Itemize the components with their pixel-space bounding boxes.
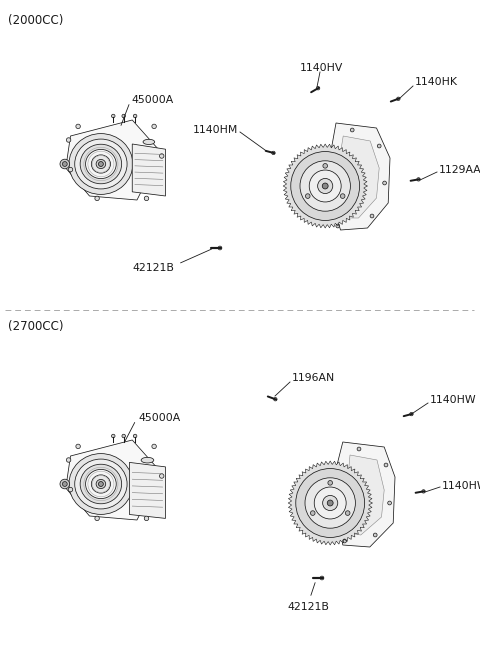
Circle shape bbox=[159, 474, 164, 478]
Circle shape bbox=[66, 458, 71, 462]
Circle shape bbox=[377, 144, 381, 148]
Circle shape bbox=[345, 511, 350, 516]
Circle shape bbox=[133, 114, 137, 118]
Ellipse shape bbox=[85, 470, 116, 499]
Circle shape bbox=[316, 87, 320, 90]
Circle shape bbox=[396, 97, 400, 100]
Ellipse shape bbox=[91, 155, 110, 173]
Text: (2000CC): (2000CC) bbox=[8, 14, 63, 27]
Circle shape bbox=[323, 495, 338, 510]
Circle shape bbox=[62, 161, 67, 167]
Circle shape bbox=[318, 178, 333, 194]
Circle shape bbox=[111, 434, 115, 438]
Circle shape bbox=[311, 511, 315, 516]
Circle shape bbox=[309, 170, 341, 202]
Polygon shape bbox=[288, 461, 372, 545]
Circle shape bbox=[152, 124, 156, 129]
Text: 45000A: 45000A bbox=[138, 413, 180, 423]
Circle shape bbox=[122, 434, 125, 438]
Circle shape bbox=[383, 181, 386, 185]
Circle shape bbox=[98, 482, 103, 487]
Circle shape bbox=[305, 478, 355, 528]
Circle shape bbox=[350, 128, 354, 132]
Circle shape bbox=[152, 444, 156, 449]
Polygon shape bbox=[346, 455, 384, 535]
Circle shape bbox=[66, 138, 71, 142]
Polygon shape bbox=[283, 144, 367, 228]
Polygon shape bbox=[132, 144, 166, 196]
Text: 1129AA: 1129AA bbox=[439, 165, 480, 175]
Ellipse shape bbox=[91, 475, 110, 493]
Circle shape bbox=[122, 114, 125, 118]
Ellipse shape bbox=[75, 139, 127, 189]
Circle shape bbox=[296, 468, 365, 537]
Circle shape bbox=[68, 487, 73, 492]
Polygon shape bbox=[332, 123, 390, 230]
Circle shape bbox=[300, 161, 350, 211]
Circle shape bbox=[320, 576, 324, 580]
Text: 1140HV: 1140HV bbox=[300, 63, 343, 73]
Circle shape bbox=[370, 214, 374, 218]
Circle shape bbox=[373, 533, 377, 537]
Ellipse shape bbox=[80, 144, 121, 184]
Circle shape bbox=[95, 196, 99, 201]
Circle shape bbox=[68, 167, 73, 172]
Polygon shape bbox=[130, 462, 166, 518]
Circle shape bbox=[98, 161, 103, 167]
Ellipse shape bbox=[143, 139, 155, 144]
Circle shape bbox=[322, 183, 328, 189]
Circle shape bbox=[95, 516, 99, 521]
Circle shape bbox=[328, 481, 333, 485]
Text: 1140HW: 1140HW bbox=[442, 481, 480, 491]
Circle shape bbox=[323, 163, 327, 168]
Ellipse shape bbox=[96, 159, 106, 169]
Circle shape bbox=[340, 194, 345, 198]
Circle shape bbox=[144, 516, 149, 521]
Ellipse shape bbox=[80, 464, 121, 504]
Ellipse shape bbox=[141, 457, 154, 463]
Polygon shape bbox=[66, 120, 161, 200]
Circle shape bbox=[76, 124, 80, 129]
Circle shape bbox=[291, 152, 360, 220]
Text: (2700CC): (2700CC) bbox=[8, 320, 63, 333]
Circle shape bbox=[159, 154, 164, 158]
Text: 1140HW: 1140HW bbox=[430, 395, 477, 405]
Ellipse shape bbox=[75, 459, 127, 509]
Circle shape bbox=[327, 500, 333, 506]
Ellipse shape bbox=[69, 134, 133, 194]
Text: 1196AN: 1196AN bbox=[292, 373, 335, 383]
Text: 1140HM: 1140HM bbox=[192, 125, 238, 135]
Circle shape bbox=[305, 194, 310, 198]
Polygon shape bbox=[66, 440, 161, 520]
Circle shape bbox=[422, 489, 425, 493]
Polygon shape bbox=[336, 442, 395, 547]
Circle shape bbox=[144, 196, 149, 201]
Circle shape bbox=[218, 246, 222, 250]
Circle shape bbox=[388, 501, 392, 505]
Circle shape bbox=[274, 398, 277, 401]
Text: 45000A: 45000A bbox=[131, 95, 173, 105]
Circle shape bbox=[60, 159, 70, 169]
Polygon shape bbox=[340, 136, 379, 218]
Circle shape bbox=[357, 447, 361, 451]
Text: 42121B: 42121B bbox=[132, 263, 174, 273]
Circle shape bbox=[384, 463, 388, 467]
Circle shape bbox=[272, 152, 275, 155]
Circle shape bbox=[417, 178, 420, 181]
Circle shape bbox=[343, 539, 347, 543]
Ellipse shape bbox=[96, 480, 106, 489]
Circle shape bbox=[410, 413, 413, 416]
Text: 42121B: 42121B bbox=[287, 602, 329, 612]
Ellipse shape bbox=[69, 453, 133, 514]
Ellipse shape bbox=[85, 150, 116, 178]
Text: 1140HK: 1140HK bbox=[415, 77, 458, 87]
Circle shape bbox=[60, 479, 70, 489]
Circle shape bbox=[76, 444, 80, 449]
Circle shape bbox=[62, 482, 67, 486]
Circle shape bbox=[111, 114, 115, 118]
Circle shape bbox=[314, 487, 346, 519]
Circle shape bbox=[336, 224, 340, 228]
Circle shape bbox=[133, 434, 137, 438]
